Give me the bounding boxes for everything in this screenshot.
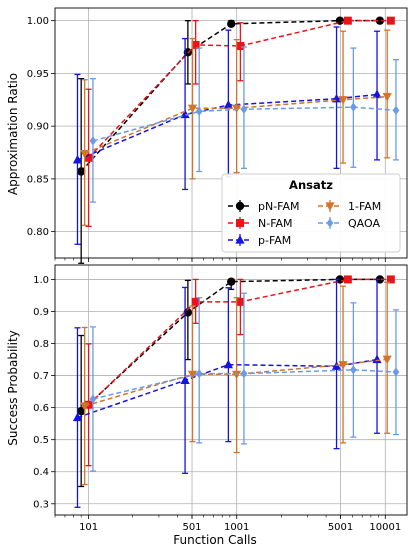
success-ytick-label: 0.4 [33,467,49,478]
ratio-data-point [72,154,83,164]
legend-item-n-fam: N-FAM [228,217,293,230]
legend-marker [326,218,334,228]
legend-item-1-fam: 1-FAM [318,200,381,213]
ratio-data-point [382,93,392,102]
ratio-data-point [338,96,348,105]
success-data-point [382,355,392,365]
ratio-series-n-fam [84,16,395,228]
ratio-series-qaoa [89,46,400,203]
ratio-series-pn-fam [76,16,385,264]
legend-label: 1-FAM [348,200,381,213]
success-data-point [227,277,236,286]
legend-item-qaoa: QAOA [318,217,380,230]
ratio-data-point [392,105,400,115]
ratio-data-point [375,16,385,25]
ratio-ytick-label: 1.00 [27,16,49,27]
success-data-point [180,375,190,384]
success-data-point [392,367,400,377]
success-data-point [349,365,357,375]
ratio-data-point [187,104,198,114]
ratio-data-point [349,102,357,112]
success-xtick-label: 101 [79,522,98,533]
success-data-point [386,275,395,284]
success-data-point [223,359,233,369]
ratio-series-1-fam [80,29,392,226]
ratio-data-point [227,19,236,29]
legend-label: QAOA [348,217,380,230]
success-ytick-label: 0.6 [33,403,49,414]
success-data-point [195,369,203,379]
success-ytick-label: 1.0 [33,275,49,286]
legend-marker [235,235,245,244]
success-data-point [372,354,382,364]
function-calls-xlabel: Function Calls [173,533,257,547]
legend-label: p-FAM [258,234,291,247]
success-data-point [76,406,86,416]
ratio-data-point [84,153,93,162]
legend-label: N-FAM [258,217,293,230]
approximation-ratio-panel: Approximation Ratio 0.80 0.85 0.90 0.95 1.00… [6,7,408,264]
ratio-data-point [191,40,200,49]
success-xtick-label: 1001 [224,522,249,533]
success-ytick-label: 0.3 [33,499,49,510]
success-data-point [89,394,97,404]
success-xtick-label: 5001 [328,522,353,533]
success-data-point [343,275,352,284]
ratio-data-point [180,109,190,119]
ratio-y-axis: 0.80 0.85 0.90 0.95 1.00 [27,16,55,238]
ratio-ytick-label: 0.95 [27,69,49,80]
success-data-point [240,369,248,379]
ratio-data-point [236,41,245,50]
success-series-p-fam [72,278,382,508]
success-ytick-label: 0.7 [33,371,49,382]
legend-marker [236,219,244,227]
approximation-ratio-ylabel: Approximation Ratio [6,73,20,195]
success-data-point [232,370,242,380]
legend-marker [325,202,335,211]
ratio-data-point [223,100,233,109]
success-probability-ylabel: Success Probability [6,330,20,446]
success-xtick-label: 10001 [369,522,401,533]
ratio-ytick-label: 0.85 [27,174,49,185]
success-data-point [187,370,198,380]
success-data-point [183,308,193,317]
ratio-ytick-label: 0.90 [27,122,49,133]
ratio-data-point [240,104,248,114]
legend-marker [235,201,245,211]
success-series-qaoa [89,292,400,472]
success-y-axis: 0.3 0.4 0.5 0.6 0.7 0.8 0.9 1.0 [33,275,55,510]
ratio-data-point [386,16,395,25]
success-probability-panel: Success Probability Function Calls 0.30.… [6,264,408,547]
ratio-data-point [195,106,203,116]
ratio-data-point [89,136,97,146]
ratio-data-point [372,89,382,99]
success-ytick-label: 0.5 [33,435,49,446]
legend-item-p-fam: p-FAM [228,234,291,247]
ratio-data-point [76,167,86,176]
success-data-point [72,412,83,422]
success-data-point [338,361,348,370]
legend-item-pn-fam: pN-FAM [228,200,300,213]
legend-box [221,173,401,253]
success-xtick-label: 501 [182,522,201,533]
success-series-line [77,358,378,419]
ratio-data-point [80,149,90,159]
success-data-point [191,297,200,306]
success-data-point [80,402,90,412]
legend-label: pN-FAM [258,200,300,213]
legend: Ansatz pN-FAM N-FAM p-FAM 1-FAM QAOA [221,173,401,253]
success-plot-frame [54,264,408,516]
success-data-point [236,297,245,306]
success-ytick-label: 0.8 [33,339,49,350]
ratio-data-point [343,16,352,25]
legend-title: Ansatz [289,178,333,192]
ratio-ytick-label: 0.80 [27,227,49,238]
success-series-n-fam [84,275,395,467]
success-ytick-label: 0.9 [33,307,49,318]
ratio-plot-frame [54,7,408,259]
